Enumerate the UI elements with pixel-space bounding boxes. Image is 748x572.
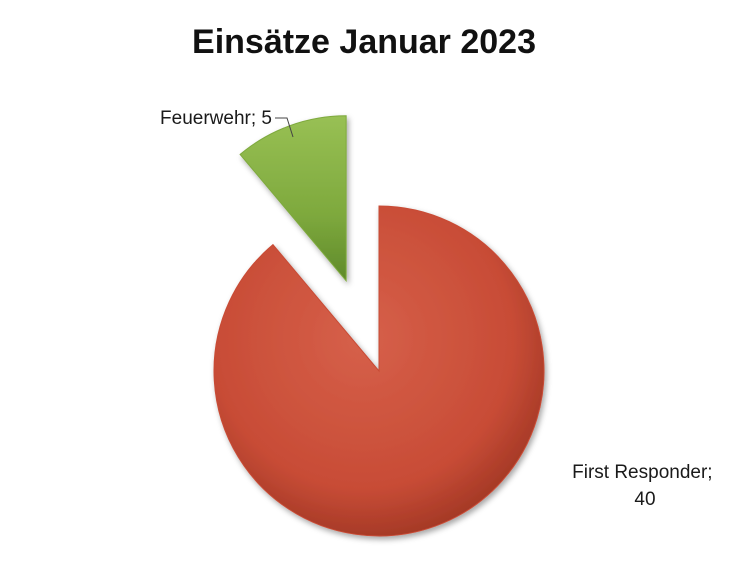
pie-slices — [213, 115, 545, 537]
pie-slice-first-responder — [213, 205, 545, 537]
pie-slice-feuerwehr — [239, 115, 347, 283]
first-responder-label-value: 40 — [634, 489, 655, 510]
chart-title: Einsätze Januar 2023 — [192, 23, 536, 61]
first-responder-data-label: First Responder; 40 — [572, 462, 718, 510]
feuerwehr-data-label: Feuerwehr; 5 — [160, 108, 272, 129]
feuerwehr-leader-line — [275, 117, 294, 138]
first-responder-label-name: First Responder; — [572, 462, 712, 483]
